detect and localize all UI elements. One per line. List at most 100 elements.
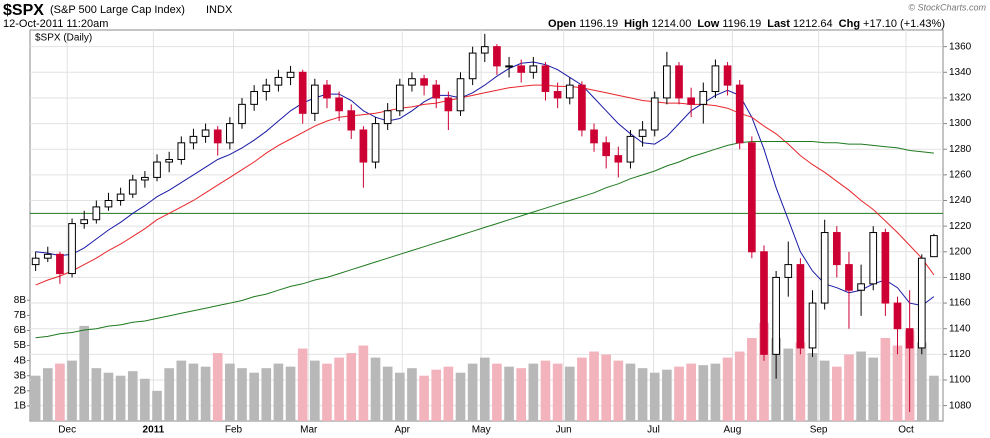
volume-bar bbox=[394, 372, 405, 421]
candle-body bbox=[663, 65, 671, 99]
volume-bar bbox=[79, 325, 90, 421]
candle-body bbox=[529, 65, 538, 73]
x-tick-label: Feb bbox=[225, 425, 243, 436]
candle-body bbox=[116, 193, 125, 202]
volume-bar bbox=[358, 345, 369, 421]
candle-body bbox=[505, 65, 513, 68]
candle-body bbox=[711, 65, 720, 93]
candle-body bbox=[650, 97, 659, 131]
candle-body bbox=[128, 179, 137, 195]
candle-body bbox=[735, 84, 744, 144]
y-tick-label: 1320 bbox=[949, 93, 972, 104]
candle-body bbox=[92, 206, 101, 221]
candles bbox=[31, 33, 938, 413]
volume-bar bbox=[431, 369, 442, 421]
volume-bar bbox=[249, 372, 259, 421]
volume-bar bbox=[637, 368, 648, 421]
volume-bar bbox=[710, 363, 721, 421]
y-tick-label: 1240 bbox=[949, 195, 972, 206]
y2-tick-label: 1B bbox=[14, 401, 27, 412]
x-tick-label: Oct bbox=[898, 425, 914, 436]
candle-body bbox=[262, 84, 271, 93]
candle-body bbox=[626, 135, 635, 163]
candle-body bbox=[323, 84, 331, 99]
candle-body bbox=[165, 158, 174, 163]
candle-body bbox=[760, 251, 768, 355]
volume-bar bbox=[455, 372, 466, 421]
moving-average bbox=[35, 141, 934, 339]
volume-bar bbox=[370, 357, 381, 421]
x-tick-label: Mar bbox=[300, 425, 318, 436]
volume-bar bbox=[273, 363, 284, 421]
candle-body bbox=[590, 129, 598, 144]
volume-bar bbox=[504, 366, 514, 421]
y2-tick-label: 2B bbox=[14, 385, 27, 396]
volume-bar bbox=[297, 348, 308, 421]
y-tick-label: 1300 bbox=[949, 118, 972, 129]
credit: © StockCharts.com bbox=[908, 2, 986, 12]
quote-value: 1212.64 bbox=[793, 18, 833, 30]
volume-bar bbox=[528, 363, 539, 421]
candle-body bbox=[432, 84, 441, 99]
x-tick-label: May bbox=[472, 425, 491, 436]
volume-bar bbox=[819, 360, 830, 421]
volume-bar bbox=[892, 345, 903, 421]
volume-bar bbox=[237, 368, 247, 421]
volume-bar bbox=[200, 366, 211, 421]
volume-bar bbox=[322, 363, 332, 421]
volume-bar bbox=[188, 363, 199, 421]
quote-value: 1196.19 bbox=[579, 18, 618, 30]
candle-body bbox=[238, 103, 246, 125]
quote-label: Open bbox=[548, 18, 576, 30]
volume-bar bbox=[662, 369, 672, 421]
volume-bar bbox=[516, 368, 527, 421]
y-tick-label: 1080 bbox=[949, 400, 972, 411]
candle-body bbox=[772, 276, 780, 355]
quote-value: +17.10 (+1.43%) bbox=[863, 18, 945, 30]
volume-bar bbox=[771, 337, 781, 421]
candle-body bbox=[383, 110, 392, 125]
candle-body bbox=[930, 235, 938, 258]
volume-bar bbox=[407, 368, 417, 421]
volume-bar bbox=[140, 378, 150, 421]
volume-bar bbox=[613, 360, 624, 421]
candle-body bbox=[395, 84, 404, 112]
volume bbox=[30, 322, 939, 421]
candle-body bbox=[517, 65, 526, 73]
y-tick-label: 1260 bbox=[949, 170, 972, 181]
candle-body bbox=[845, 264, 853, 291]
candle-body bbox=[201, 129, 210, 137]
candle-body bbox=[602, 142, 611, 157]
candle-body bbox=[553, 91, 562, 99]
volume-bar bbox=[467, 363, 478, 421]
chart-subtitle: (S&P 500 Large Cap Index) bbox=[50, 4, 185, 16]
y-tick-label: 1360 bbox=[949, 41, 972, 52]
y-tick-label: 1220 bbox=[949, 221, 972, 232]
y2-tick-label: 6B bbox=[14, 325, 27, 336]
volume-bar bbox=[831, 366, 842, 421]
volume-bar bbox=[261, 368, 272, 421]
candle-body bbox=[153, 161, 161, 178]
y-tick-label: 1120 bbox=[949, 349, 971, 360]
volume-bar bbox=[492, 363, 502, 421]
overlays bbox=[35, 61, 935, 339]
x-tick-label: 2011 bbox=[143, 425, 165, 436]
volume-bar bbox=[127, 371, 138, 421]
panel-label: $SPX (Daily) bbox=[35, 33, 92, 44]
candle-body bbox=[335, 97, 343, 112]
candle-body bbox=[493, 46, 501, 67]
candle-body bbox=[359, 129, 368, 163]
y-tick-label: 1100 bbox=[949, 375, 971, 386]
candle-body bbox=[250, 91, 258, 105]
axes: 1080 1100 1120 1140 1160 1180 1200 1220 1240 1260… bbox=[14, 41, 972, 435]
volume-bar bbox=[564, 366, 575, 421]
y-tick-label: 1160 bbox=[949, 298, 971, 309]
x-tick-label: Dec bbox=[58, 425, 76, 436]
volume-bar bbox=[589, 351, 599, 421]
candle-body bbox=[311, 84, 319, 114]
moving-average bbox=[35, 84, 935, 286]
candle-body bbox=[371, 123, 380, 163]
y-tick-label: 1140 bbox=[949, 323, 971, 334]
candle-body bbox=[141, 176, 149, 181]
